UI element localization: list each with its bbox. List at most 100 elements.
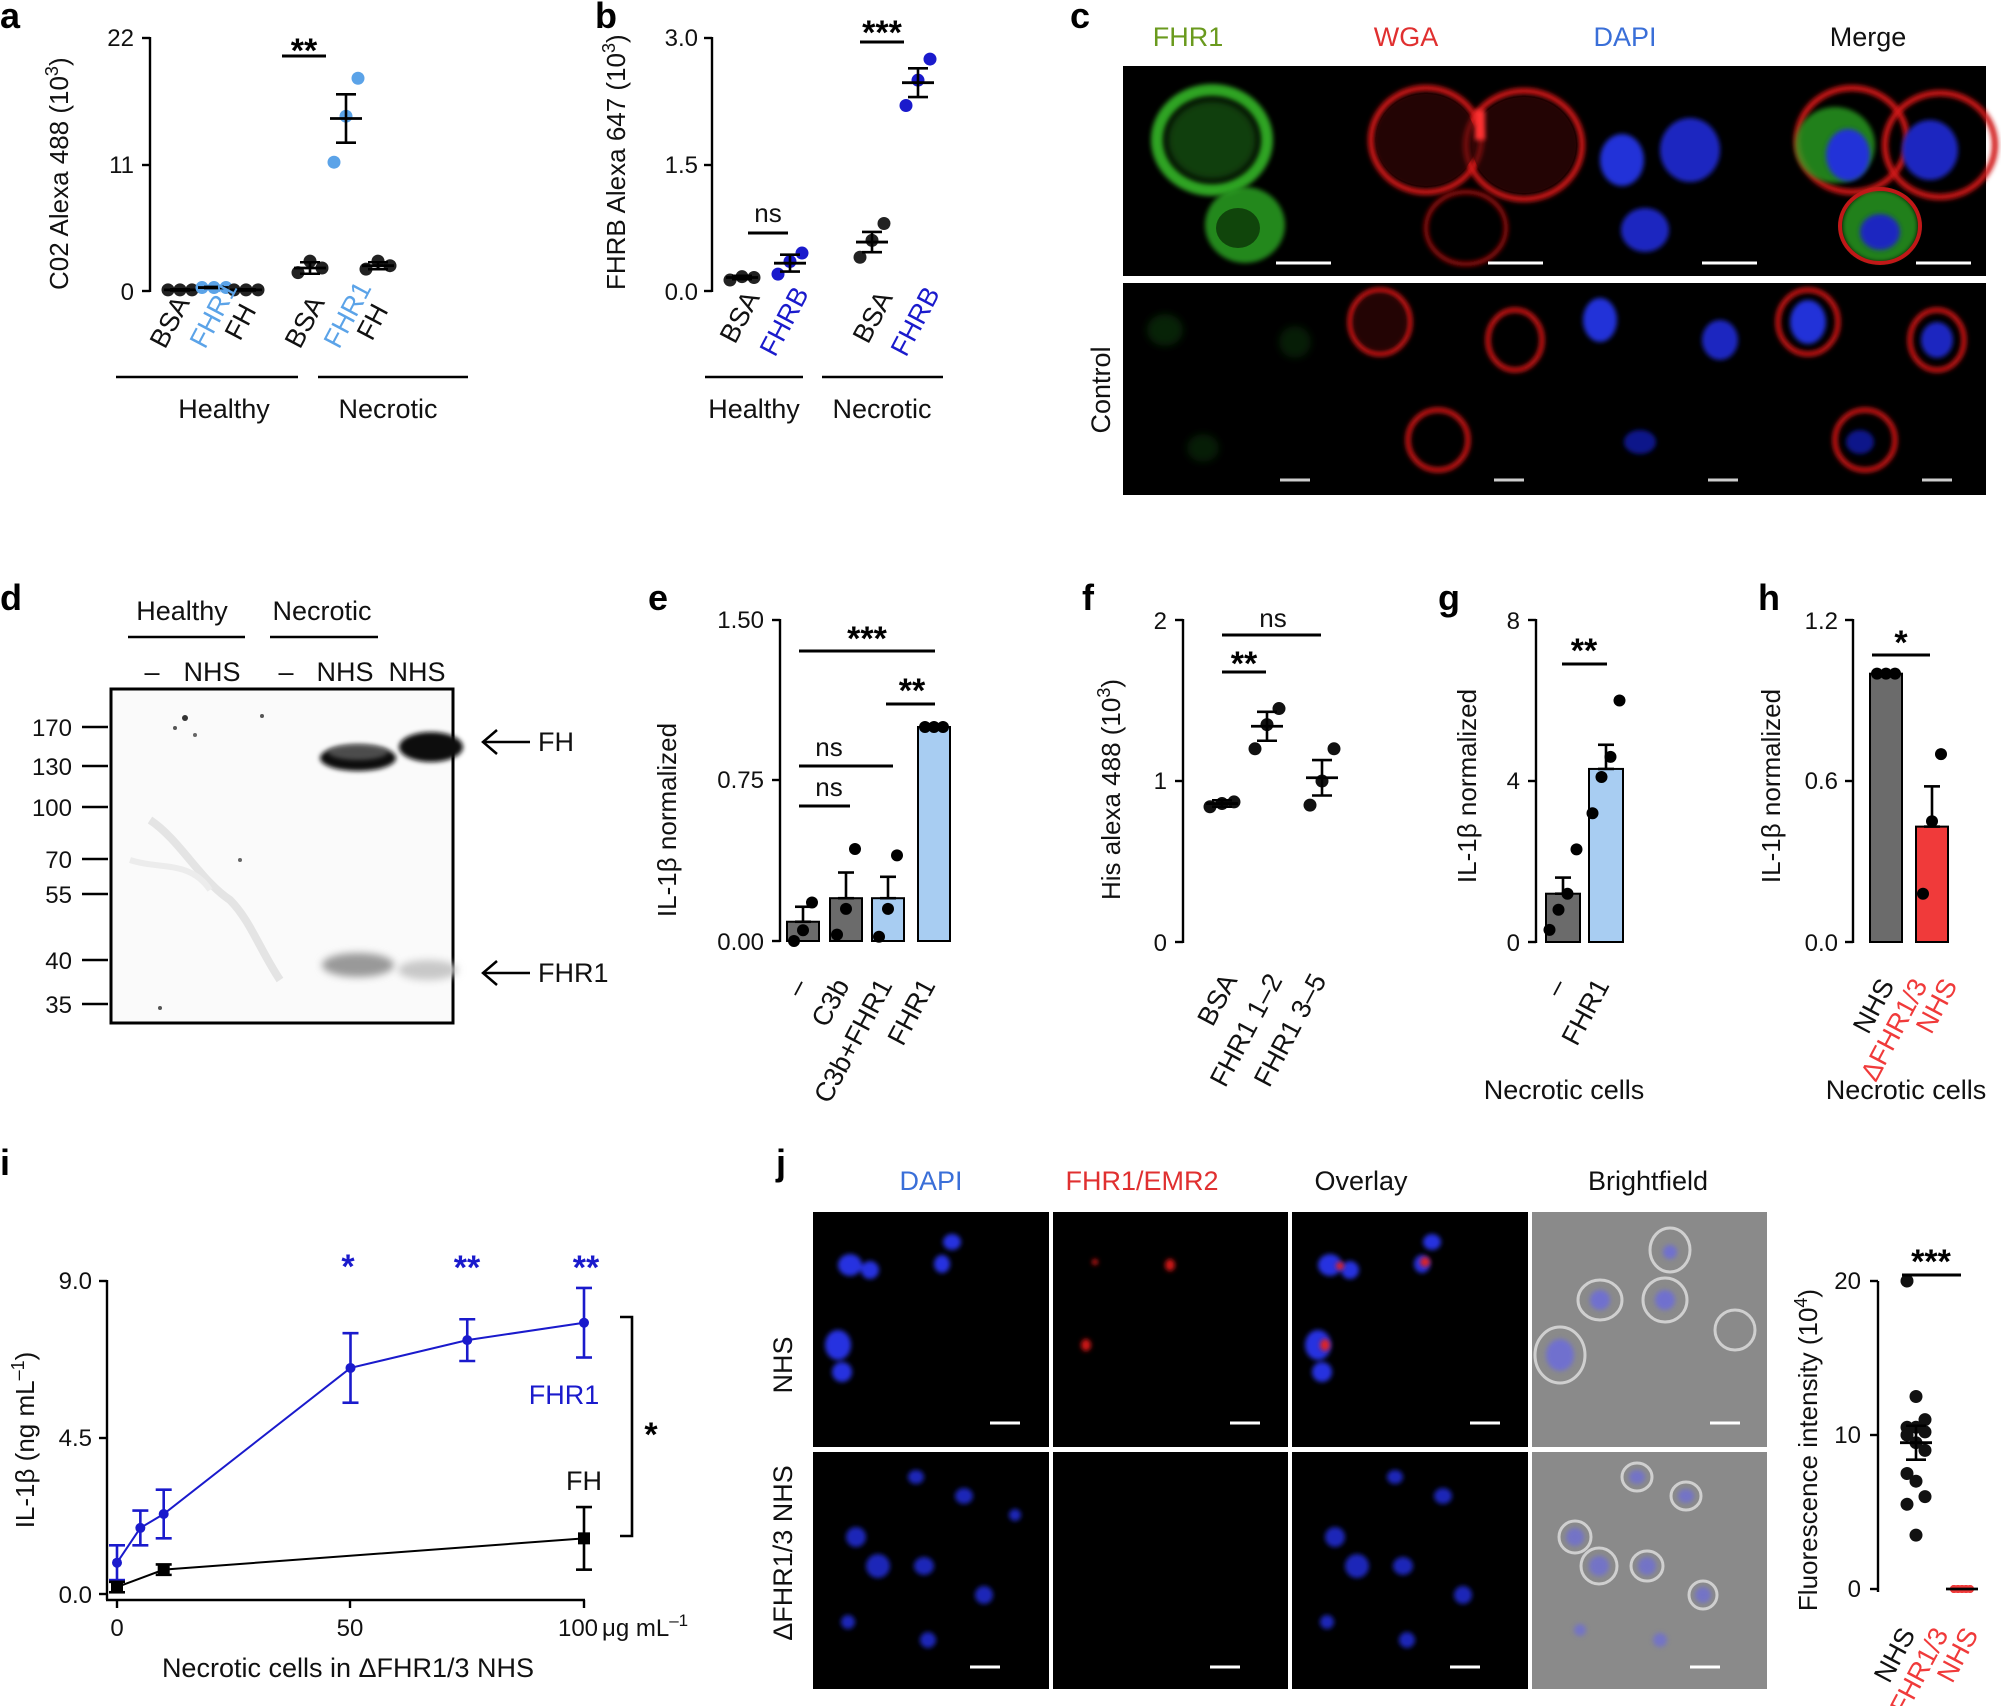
- panel-h-point-2-3: [1935, 748, 1947, 761]
- panel-g: g IL-1β normalized 0 4 8 ** – FHR1 Necro…: [1438, 577, 1644, 1105]
- panel-i-series-2-point-2: [157, 1563, 170, 1576]
- panel-e-sig-3: ns: [815, 732, 842, 762]
- panel-c-row-control: Control: [1086, 346, 1116, 433]
- panel-d-lane-1: –: [144, 657, 159, 687]
- panel-h-point-1-3: [1889, 667, 1901, 680]
- panel-c-col-merge: Merge: [1830, 22, 1907, 52]
- panel-f-sig: **: [1231, 645, 1258, 683]
- panel-f-sig-ns: ns: [1259, 603, 1286, 633]
- panel-g-ylabel: IL-1β normalized: [1452, 689, 1482, 883]
- panel-i-sig-50: *: [341, 1248, 355, 1286]
- panel-e-point-2-2: [840, 902, 852, 915]
- panel-c-control-cells: [1147, 287, 1967, 482]
- panel-e-point-3-3: [891, 849, 903, 862]
- panel-b-point-4-3: [923, 52, 937, 66]
- panel-b-point-3-1: [853, 250, 867, 264]
- panel-g-point-2-3: [1604, 750, 1617, 763]
- panel-j-point-1-14: [1909, 1528, 1923, 1542]
- panel-c-row1-cells: [1151, 84, 1998, 266]
- panel-h-ylabel: IL-1β normalized: [1756, 689, 1786, 883]
- panel-h-point-2-2: [1926, 815, 1938, 828]
- panel-h-ytick-2: 1.2: [1805, 608, 1838, 635]
- panel-d-group-necrotic: Necrotic: [272, 596, 371, 626]
- panel-g-point-2-4: [1613, 694, 1626, 707]
- panel-a: a C02 Alexa 488 (103) 0 11 22 ** BSA FHR…: [0, 0, 468, 424]
- panel-h-xlabel: Necrotic cells: [1826, 1075, 1987, 1105]
- panel-g-bar-2: [1588, 767, 1624, 943]
- panel-e-sig-2: **: [899, 672, 926, 710]
- panel-a-plot: [161, 71, 397, 297]
- panel-c-col-dapi: DAPI: [1593, 22, 1656, 52]
- panel-d-marker-35: 35: [45, 992, 72, 1019]
- panel-j-point-1-10: [1900, 1467, 1914, 1480]
- panel-i-sig-100: **: [573, 1249, 600, 1287]
- panel-h-point-1-1: [1871, 667, 1883, 680]
- panel-j-point-1-7: [1900, 1428, 1914, 1442]
- panel-g-bar-1: [1545, 892, 1581, 944]
- panel-i-series-1-point-4: [345, 1362, 356, 1373]
- panel-a-xtick-1: BSA: [144, 291, 196, 353]
- panel-j-point-1-13: [1900, 1497, 1914, 1511]
- panel-f-letter: f: [1082, 577, 1095, 618]
- panel-b-sig: ***: [862, 14, 902, 52]
- panel-j-point-1-11: [1909, 1474, 1923, 1488]
- panel-f-ytick-2: 2: [1154, 608, 1167, 635]
- panel-e-bar-4: [917, 726, 951, 942]
- panel-h-sig: *: [1894, 624, 1908, 662]
- panel-c-control-image: [1123, 283, 1986, 495]
- panel-d-marker-40: 40: [45, 948, 72, 975]
- panel-c-col-fhr1: FHR1: [1153, 22, 1224, 52]
- panel-c: c FHR1 WGA DAPI Merge: [1070, 0, 1998, 495]
- panel-j-images: [813, 1212, 1767, 1689]
- panel-b-ytick-2: 3.0: [665, 25, 698, 52]
- panel-b: b FHRB Alexa 647 (103) 0.0 1.5 3.0 ns **…: [595, 0, 946, 424]
- panel-e-point-1-2: [797, 924, 809, 937]
- panel-h: h IL-1β normalized 0.0 0.6 1.2 * NHS ΔFH…: [1756, 577, 1986, 1105]
- panel-e-point-2-1: [831, 928, 843, 941]
- panel-e-ytick-0: 0.00: [717, 929, 764, 956]
- panel-j-point-1-2: [1909, 1390, 1923, 1403]
- panel-d-band-fh: FH: [538, 727, 574, 757]
- panel-i-sig-75: **: [454, 1249, 481, 1287]
- panel-a-ytick-22: 22: [107, 25, 134, 52]
- panel-i-xtick-0: 0: [110, 1615, 123, 1642]
- panel-d-band-fhr1: FHR1: [538, 958, 609, 988]
- panel-e-point-4-3: [937, 721, 949, 733]
- panel-b-letter: b: [595, 0, 617, 36]
- panel-d-marker-70: 70: [45, 847, 72, 874]
- panel-a-letter: a: [0, 0, 21, 36]
- panel-b-xtick-4: FHRB: [885, 282, 946, 361]
- panel-j-row-nhs: NHS: [768, 1336, 798, 1393]
- panel-a-ylabel: C02 Alexa 488 (103): [42, 57, 74, 290]
- panel-a-point-5-3: [351, 71, 365, 85]
- panel-i-xunit: μg mL–1: [602, 1611, 688, 1642]
- panel-d-lane-2: NHS: [183, 657, 240, 687]
- panel-g-point-2-1: [1586, 807, 1599, 820]
- panel-a-point-5-1: [327, 155, 341, 169]
- panel-i-series-1-line: [116, 1321, 585, 1564]
- panel-i-series-2-line: [116, 1537, 585, 1588]
- panel-e-sig-4: ns: [815, 772, 842, 802]
- panel-g-sig: **: [1571, 632, 1598, 670]
- panel-i-letter: i: [0, 1142, 10, 1183]
- panel-f-point-1-3: [1227, 795, 1241, 809]
- panel-d-lane-4: NHS: [316, 657, 373, 687]
- panel-b-sig-ns: ns: [754, 198, 781, 228]
- panel-b-ylabel: FHRB Alexa 647 (103): [599, 34, 631, 290]
- panel-g-xlabel: Necrotic cells: [1484, 1075, 1645, 1105]
- panel-j-plot: [1900, 1274, 1978, 1593]
- panel-b-group-healthy: Healthy: [708, 394, 800, 424]
- panel-b-ytick-0: 0.0: [665, 279, 698, 306]
- panel-g-xtick-1: –: [1539, 974, 1573, 1001]
- panel-i-ytick-1: 4.5: [59, 1425, 92, 1452]
- panel-b-point-4-1: [899, 98, 913, 112]
- panel-e-point-1-1: [788, 935, 800, 947]
- panel-h-ytick-0: 0.0: [1805, 930, 1838, 957]
- panel-e-xtick-1: –: [780, 974, 814, 1001]
- panel-f-plot: [1203, 702, 1341, 814]
- panel-g-ytick-0: 0: [1507, 930, 1520, 957]
- panel-d-letter: d: [0, 577, 22, 618]
- panel-c-col-wga: WGA: [1374, 22, 1439, 52]
- panel-j-ylabel: Fluorescence intensity (104): [1791, 1289, 1823, 1611]
- panel-i-series-2-point-3: [578, 1532, 590, 1545]
